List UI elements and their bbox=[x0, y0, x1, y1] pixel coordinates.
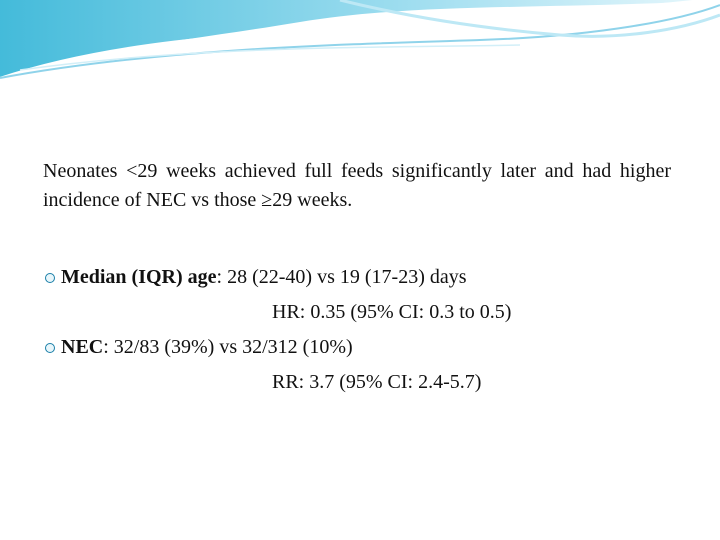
bullet-detail: HR: 0.35 (95% CI: 0.3 to 0.5) bbox=[272, 301, 512, 323]
paragraph: Neonates <29 weeks achieved full feeds s… bbox=[43, 160, 671, 211]
bullet-text: : 32/83 (39%) vs 32/312 (10%) bbox=[103, 336, 353, 358]
bullet-label: Median (IQR) age bbox=[61, 266, 217, 288]
header-decoration bbox=[0, 0, 720, 83]
bullet: NEC: 32/83 (39%) vs 32/312 (10%) RR: 3.7 … bbox=[43, 330, 703, 400]
bullet-marker bbox=[45, 343, 55, 353]
bullet: Median (IQR) age: 28 (22-40) vs 19 (17-2… bbox=[43, 260, 703, 330]
bullet-marker bbox=[45, 273, 55, 283]
bullet-text: : 28 (22-40) vs 19 (17-23) days bbox=[216, 266, 467, 288]
bullet-list: Median (IQR) age: 28 (22-40) vs 19 (17-2… bbox=[43, 260, 703, 400]
bullet-label: NEC bbox=[61, 336, 104, 358]
bullet-detail: RR: 3.7 (95% CI: 2.4-5.7) bbox=[272, 371, 482, 393]
